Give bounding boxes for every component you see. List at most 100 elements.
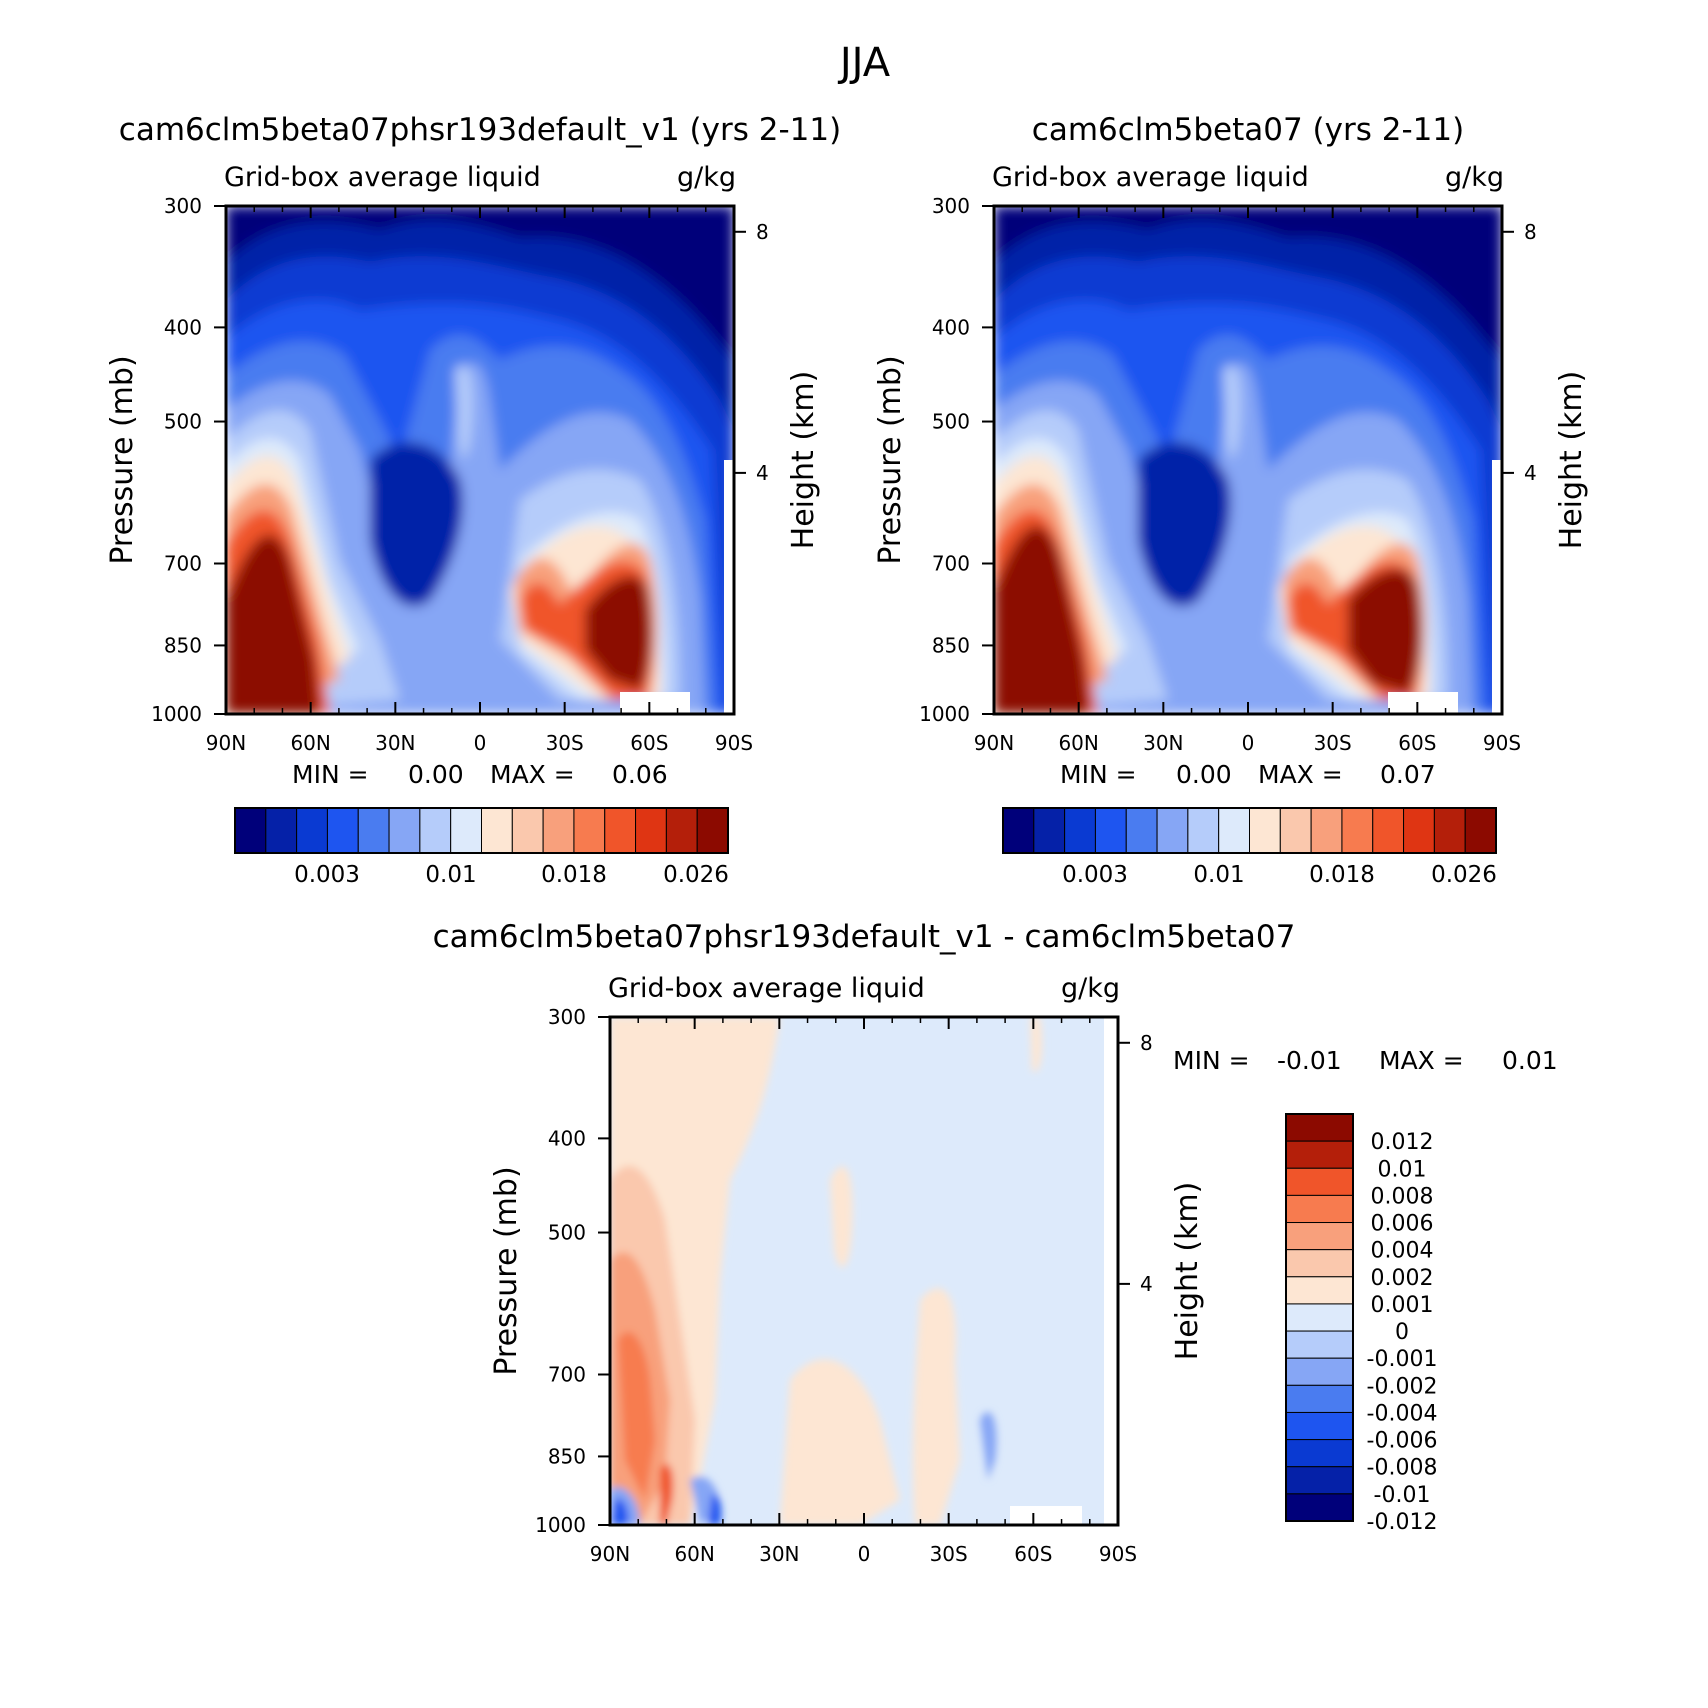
- panel-b-contours: [994, 206, 1502, 714]
- panel-b: cam6clm5beta07 (yrs 2-11) Grid-box avera…: [873, 112, 1589, 888]
- y-tick-label: 300: [932, 194, 970, 218]
- panel-a-cbar-label: 0.026: [663, 862, 729, 888]
- x-tick-label: 60S: [1014, 1542, 1052, 1566]
- x-tick-label: 90S: [1099, 1542, 1137, 1566]
- panel-c-min-label: MIN =: [1173, 1046, 1250, 1075]
- colorbar-label: 0.008: [1371, 1184, 1434, 1209]
- y-tick-label: 400: [932, 315, 970, 339]
- x-tick-label: 60S: [1398, 731, 1436, 755]
- colorbar-box: [635, 807, 667, 854]
- colorbar-box: [1341, 807, 1374, 854]
- colorbar-box: [296, 807, 328, 854]
- panel-b-min-value: 0.00: [1176, 760, 1232, 789]
- panel-a-min-label: MIN =: [292, 760, 369, 789]
- colorbar-box: [1249, 807, 1281, 854]
- panel-c-units: g/kg: [1061, 973, 1120, 1004]
- panel-a: cam6clm5beta07phsr193default_v1 (yrs 2-1…: [105, 112, 841, 888]
- panel-a-colorbar: [234, 807, 729, 854]
- colorbar-box: [1033, 807, 1066, 854]
- colorbar-label: -0.004: [1367, 1401, 1438, 1426]
- colorbar-box: [481, 807, 513, 854]
- y-tick-label: 850: [548, 1444, 586, 1468]
- panel-c-field: [610, 1017, 1043, 1525]
- x-tick-label: 30N: [1143, 731, 1183, 755]
- y-right-tick-label: 8: [756, 220, 769, 244]
- colorbar-label: 0.002: [1371, 1266, 1434, 1291]
- y-right-tick-label: 8: [1140, 1031, 1153, 1055]
- colorbar-box: [326, 807, 359, 854]
- x-tick-label: 0: [858, 1542, 871, 1566]
- panel-b-min-label: MIN =: [1060, 760, 1137, 789]
- y-right-tick-label: 8: [1524, 220, 1537, 244]
- colorbar-box: [1279, 807, 1312, 854]
- y-tick-label: 700: [932, 552, 970, 576]
- colorbar-box: [265, 807, 298, 854]
- x-tick-label: 30N: [375, 731, 415, 755]
- x-tick-label: 30S: [930, 1542, 968, 1566]
- y-tick-label: 300: [548, 1005, 586, 1029]
- colorbar-box: [419, 807, 452, 854]
- panel-c-subtitle: Grid-box average liquid: [608, 973, 925, 1004]
- panel-a-axes: 90N 60N 30N 0 30S 60S 90S 300 400 500 700 850 1000 8 4: [151, 194, 769, 755]
- colorbar-box: [1285, 1493, 1354, 1522]
- panel-a-cbar-label: 0.018: [541, 862, 607, 888]
- colorbar-label: 0.006: [1371, 1212, 1434, 1237]
- panel-c-max-value: 0.01: [1502, 1046, 1558, 1075]
- panel-a-min-value: 0.00: [408, 760, 464, 789]
- panel-c-axes: 90N 60N 30N 0 30S 60S 90S 300 400 500 700 850 1000 8 4: [535, 1005, 1153, 1566]
- colorbar-box: [1464, 807, 1497, 854]
- colorbar-box: [1285, 1466, 1354, 1495]
- x-tick-label: 90S: [1483, 731, 1521, 755]
- colorbar-box: [1285, 1384, 1354, 1413]
- panel-a-subtitle: Grid-box average liquid: [224, 162, 541, 193]
- y-tick-label: 1000: [919, 702, 970, 726]
- y-tick-label: 700: [548, 1363, 586, 1387]
- panel-c: cam6clm5beta07phsr193default_v1 - cam6cl…: [433, 919, 1558, 1566]
- colorbar-box: [1310, 807, 1343, 854]
- colorbar-label: -0.006: [1367, 1429, 1438, 1454]
- colorbar-box: [1125, 807, 1158, 854]
- colorbar-box: [1285, 1140, 1354, 1169]
- colorbar-label: -0.012: [1367, 1510, 1438, 1535]
- y-tick-label: 850: [164, 633, 202, 657]
- y-tick-label: 400: [548, 1126, 586, 1150]
- colorbar-box: [1218, 807, 1250, 854]
- colorbar-label: -0.002: [1367, 1374, 1438, 1399]
- panel-a-max-value: 0.06: [612, 760, 668, 789]
- panel-c-colorbar: [1285, 1113, 1354, 1522]
- colorbar-box: [1002, 807, 1035, 854]
- y-right-tick-label: 4: [756, 461, 769, 485]
- panel-c-title: cam6clm5beta07phsr193default_v1 - cam6cl…: [433, 919, 1296, 955]
- panel-a-max-label: MAX =: [490, 760, 575, 789]
- x-tick-label: 90N: [974, 731, 1014, 755]
- colorbar-box: [696, 807, 729, 854]
- panel-b-ylabel: Pressure (mb): [873, 355, 908, 564]
- panel-b-max-value: 0.07: [1380, 760, 1436, 789]
- colorbar-box: [1285, 1194, 1354, 1224]
- panel-b-axes: 90N 60N 30N 0 30S 60S 90S 300 400 500 700 850 1000 8 4: [919, 194, 1537, 755]
- panel-b-units: g/kg: [1445, 162, 1504, 193]
- colorbar-box: [1433, 807, 1466, 854]
- y-tick-label: 500: [932, 410, 970, 434]
- colorbar-box: [1285, 1411, 1354, 1441]
- colorbar-label: 0: [1395, 1320, 1409, 1345]
- y-tick-label: 1000: [535, 1513, 586, 1537]
- colorbar-frame: [1285, 1113, 1354, 1522]
- colorbar-label: 0.004: [1371, 1239, 1434, 1264]
- x-tick-label: 30S: [546, 731, 584, 755]
- panel-c-ylabel: Pressure (mb): [489, 1166, 524, 1375]
- panel-c-contours: [610, 1017, 1118, 1525]
- colorbar-label: 0.012: [1371, 1130, 1434, 1155]
- panel-b-cbar-label: 0.018: [1309, 862, 1375, 888]
- y-tick-label: 500: [548, 1221, 586, 1245]
- colorbar-box: [1285, 1113, 1354, 1142]
- colorbar-label: 0.01: [1378, 1157, 1427, 1182]
- x-tick-label: 30S: [1314, 731, 1352, 755]
- x-tick-label: 90N: [590, 1542, 630, 1566]
- colorbar-box: [511, 807, 544, 854]
- panel-b-cbar-label: 0.01: [1193, 862, 1244, 888]
- y-tick-label: 1000: [151, 702, 202, 726]
- colorbar-box: [665, 807, 698, 854]
- panel-b-max-label: MAX =: [1258, 760, 1343, 789]
